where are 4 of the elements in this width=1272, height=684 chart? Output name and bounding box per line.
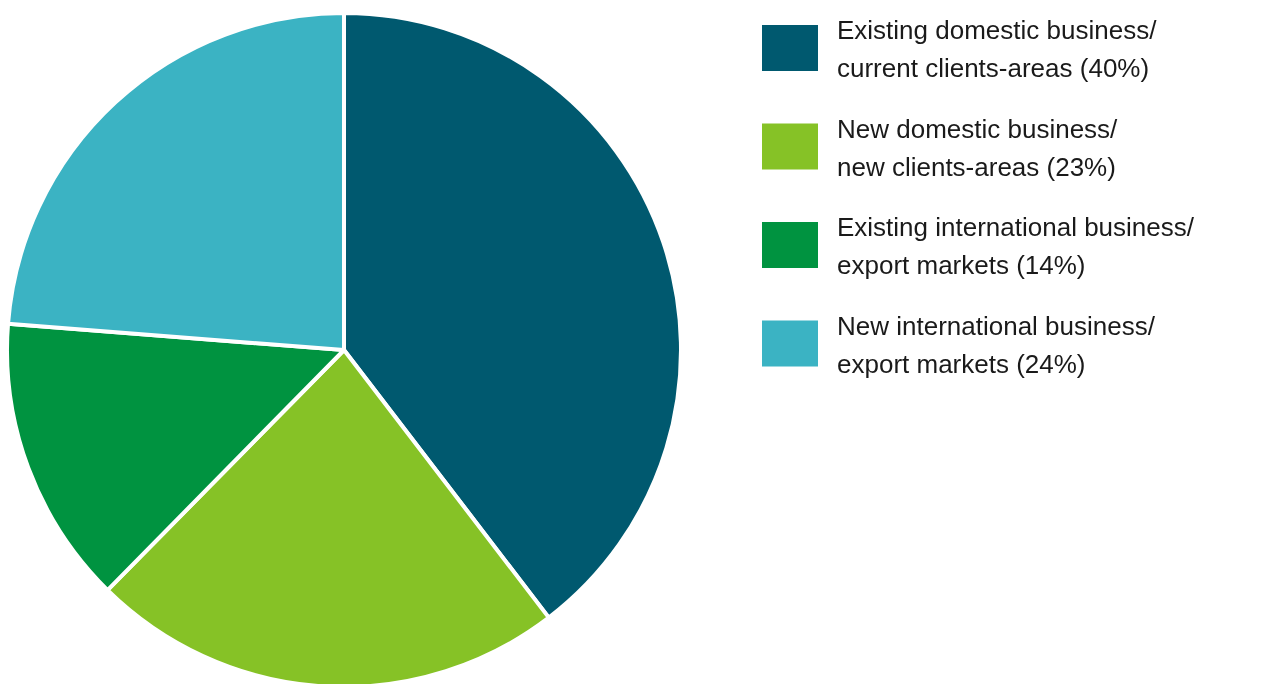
legend-label: Existing international business/ export markets (14%) <box>837 212 1195 280</box>
legend-label: Existing domestic business/ current clients-areas (40%) <box>837 15 1158 83</box>
legend-label: New domestic business/ new clients-areas (23%) <box>837 113 1119 182</box>
legend-label: New international business/ export markets (24%) <box>837 310 1156 379</box>
